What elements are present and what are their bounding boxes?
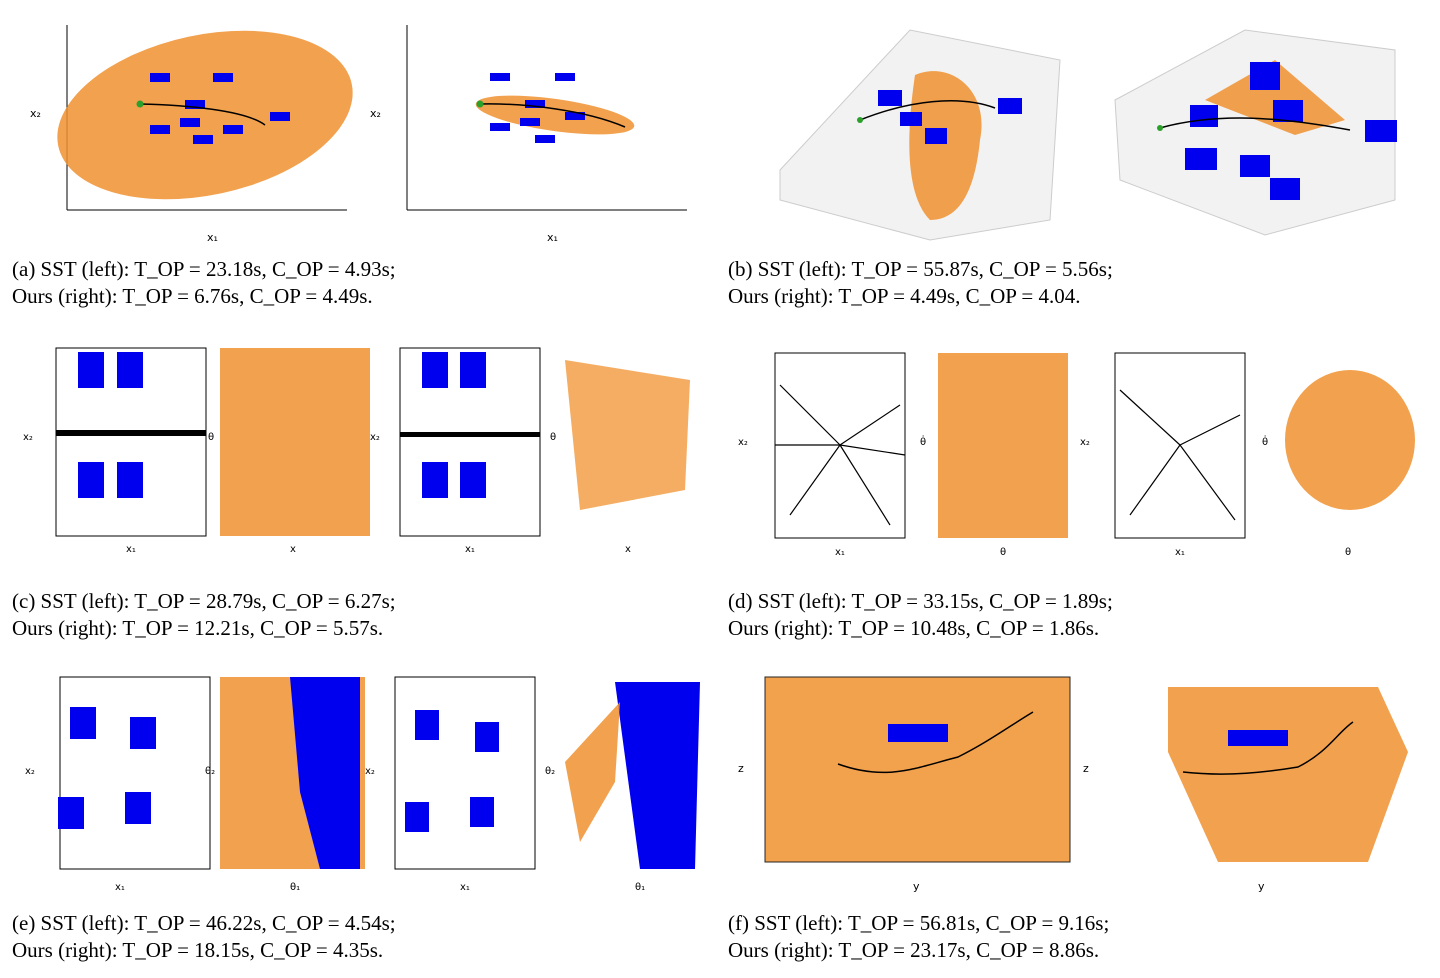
svg-text:z: z [1083, 762, 1089, 775]
caption-a: (a) SST (left): T_OP = 23.18s, C_OP = 4.… [12, 257, 396, 308]
sample-cloud [909, 71, 982, 220]
ylabel: x₂ [30, 107, 41, 120]
svg-text:θ̇: θ̇ [920, 434, 926, 448]
panel-d-1: x₁ x₂ [738, 352, 906, 558]
panel-c-2: x θ [208, 348, 370, 555]
sample-cloud [1205, 60, 1345, 135]
figure-b-left [779, 29, 1061, 241]
figure-f: y z y z [738, 676, 1408, 893]
svg-text:x: x [625, 544, 631, 555]
svg-text:x₁: x₁ [835, 547, 845, 558]
obstacles [878, 90, 1022, 144]
obstacles [490, 73, 585, 143]
solution-path [859, 100, 996, 121]
svg-text:x₁: x₁ [1175, 547, 1185, 558]
panel-f-right: y z [1083, 687, 1408, 893]
start-marker [857, 117, 863, 123]
solution-path [1159, 117, 1351, 131]
sample-cloud [57, 30, 353, 200]
solution-path [139, 103, 266, 126]
sample-cloud [475, 95, 635, 135]
panel-d-4: θ θ̇ [1262, 370, 1415, 558]
svg-text:x₁: x₁ [465, 544, 475, 555]
start-marker [136, 100, 144, 108]
svg-text:θ₂: θ₂ [545, 766, 555, 777]
caption-b: (b) SST (left): T_OP = 55.87s, C_OP = 5.… [728, 257, 1113, 308]
svg-text:x: x [290, 544, 296, 555]
panel-c-3: x₁ x₂ [370, 347, 541, 555]
panel-e-2: θ₁ θ₂ [205, 677, 365, 893]
svg-text:x₁: x₁ [460, 882, 470, 893]
start-marker [1157, 125, 1163, 131]
svg-text:θ: θ [1345, 547, 1351, 558]
panel-e-1: x₁ x₂ [25, 676, 211, 893]
svg-text:x₂: x₂ [23, 432, 33, 443]
panel-d-2: θ θ̇ [920, 353, 1068, 558]
svg-text:x₂: x₂ [1080, 437, 1090, 448]
figure-e: x₁ x₂ θ₁ θ₂ x₁ x₂ θ₁ θ₂ [25, 676, 700, 893]
axes-frame [406, 25, 687, 211]
figure-c: x₁ x₂ x θ x₁ x₂ x θ [23, 347, 690, 555]
xlabel: x₁ [547, 231, 558, 244]
svg-text:z: z [738, 762, 744, 775]
figure-a-left: x₁ x₂ [30, 25, 353, 244]
ylabel: x₂ [370, 107, 381, 120]
caption-e: (e) SST (left): T_OP = 46.22s, C_OP = 4.… [12, 911, 396, 962]
svg-text:θ: θ [550, 432, 556, 443]
panel-d-3: x₁ x₂ [1080, 352, 1246, 558]
svg-text:y: y [1258, 880, 1265, 893]
solution-path [479, 103, 626, 128]
figure-a-right: x₁ x₂ [370, 25, 687, 244]
panel-c-1: x₁ x₂ [23, 347, 207, 555]
caption-f: (f) SST (left): T_OP = 56.81s, C_OP = 9.… [728, 911, 1110, 962]
svg-text:x₁: x₁ [126, 544, 136, 555]
start-marker [476, 100, 484, 108]
svg-text:x₂: x₂ [370, 432, 380, 443]
svg-text:θ: θ [208, 432, 214, 443]
svg-text:θ₁: θ₁ [290, 882, 300, 893]
svg-text:θ₂: θ₂ [205, 766, 215, 777]
figure-b-right [1114, 29, 1397, 236]
caption-d: (d) SST (left): T_OP = 33.15s, C_OP = 1.… [728, 589, 1113, 640]
svg-text:θ: θ [1000, 547, 1006, 558]
panel-c-4: x θ [550, 360, 690, 555]
svg-text:θ̇: θ̇ [1262, 434, 1268, 448]
caption-c: (c) SST (left): T_OP = 28.79s, C_OP = 6.… [12, 589, 396, 640]
obstacles [150, 73, 290, 144]
xlabel: x₁ [207, 231, 218, 244]
svg-text:x₂: x₂ [365, 766, 375, 777]
svg-text:x₂: x₂ [738, 437, 748, 448]
svg-text:x₁: x₁ [115, 882, 125, 893]
obstacles [1185, 62, 1397, 200]
panel-f-left: y z [738, 676, 1071, 893]
svg-text:x₂: x₂ [25, 766, 35, 777]
panel-e-3: x₁ x₂ [365, 676, 536, 893]
svg-text:y: y [913, 880, 920, 893]
grid-box [1114, 29, 1396, 236]
panel-e-4: θ₁ θ₂ [545, 682, 700, 893]
figure-d: x₁ x₂ θ θ̇ x₁ x₂ θ θ̇ [738, 352, 1415, 558]
svg-text:θ₁: θ₁ [635, 882, 645, 893]
